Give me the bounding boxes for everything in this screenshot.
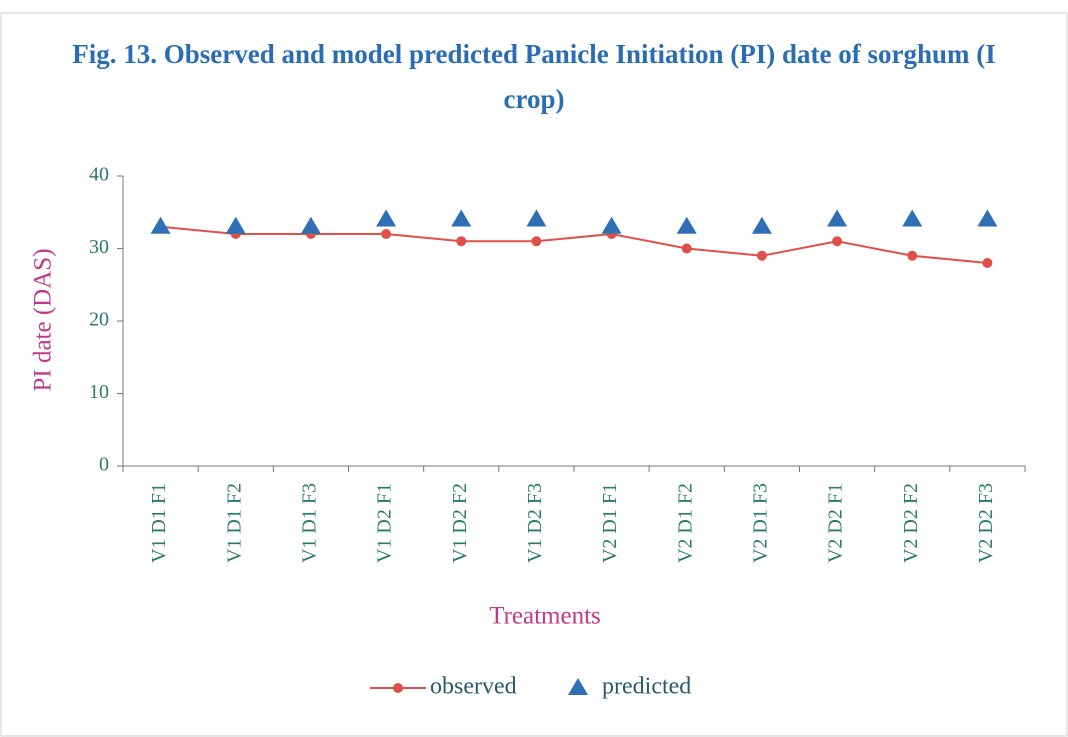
x-tick-label: V1 D1 F1 bbox=[148, 483, 170, 563]
point bbox=[902, 209, 923, 227]
point bbox=[827, 209, 848, 227]
x-tick-label: V1 D2 F1 bbox=[374, 483, 396, 563]
frame bbox=[0, 12, 1068, 737]
point bbox=[150, 216, 171, 234]
x-tick-label: V2 D2 F2 bbox=[900, 483, 922, 563]
x-tick-label: V1 D2 F3 bbox=[524, 483, 546, 563]
x-tick-label: V2 D1 F1 bbox=[599, 483, 621, 563]
legend-marker bbox=[393, 683, 403, 693]
x-tick-label: V2 D1 F3 bbox=[750, 483, 772, 563]
legend-label: predicted bbox=[602, 674, 691, 700]
y-tick-label: 0 bbox=[99, 454, 109, 476]
y-tick-label: 20 bbox=[89, 309, 109, 331]
point bbox=[526, 209, 547, 227]
point bbox=[681, 243, 692, 254]
y-tick-label: 10 bbox=[89, 381, 109, 403]
x-tick-label: V2 D1 F2 bbox=[674, 483, 696, 563]
point bbox=[225, 216, 246, 234]
x-tick-label: V1 D1 F2 bbox=[223, 483, 245, 563]
point bbox=[456, 236, 467, 247]
point bbox=[601, 216, 622, 234]
chart-title: Fig. 13. Observed and model predicted Pa… bbox=[72, 39, 996, 114]
point bbox=[676, 216, 697, 234]
point bbox=[531, 236, 542, 247]
x-tick-label: V1 D1 F3 bbox=[299, 483, 321, 563]
y-axis-label: PI date (DAS) bbox=[30, 248, 57, 391]
point bbox=[907, 250, 918, 261]
x-tick-label: V2 D2 F1 bbox=[825, 483, 847, 563]
point bbox=[982, 258, 993, 268]
point bbox=[756, 250, 767, 261]
x-axis-label: Treatments bbox=[489, 603, 601, 630]
x-tick-label: V2 D2 F3 bbox=[975, 483, 997, 563]
x-tick-label: V1 D2 F2 bbox=[449, 483, 471, 563]
series-line bbox=[160, 225, 988, 264]
y-tick-label: 40 bbox=[89, 164, 109, 186]
point bbox=[751, 216, 772, 234]
point bbox=[300, 216, 321, 234]
point bbox=[376, 209, 397, 227]
legend-marker bbox=[568, 678, 588, 695]
point bbox=[832, 236, 843, 247]
point bbox=[451, 209, 472, 227]
y-tick-label: 30 bbox=[89, 236, 109, 258]
legend-label: observed bbox=[430, 674, 517, 700]
point bbox=[977, 209, 998, 227]
point bbox=[381, 229, 392, 239]
